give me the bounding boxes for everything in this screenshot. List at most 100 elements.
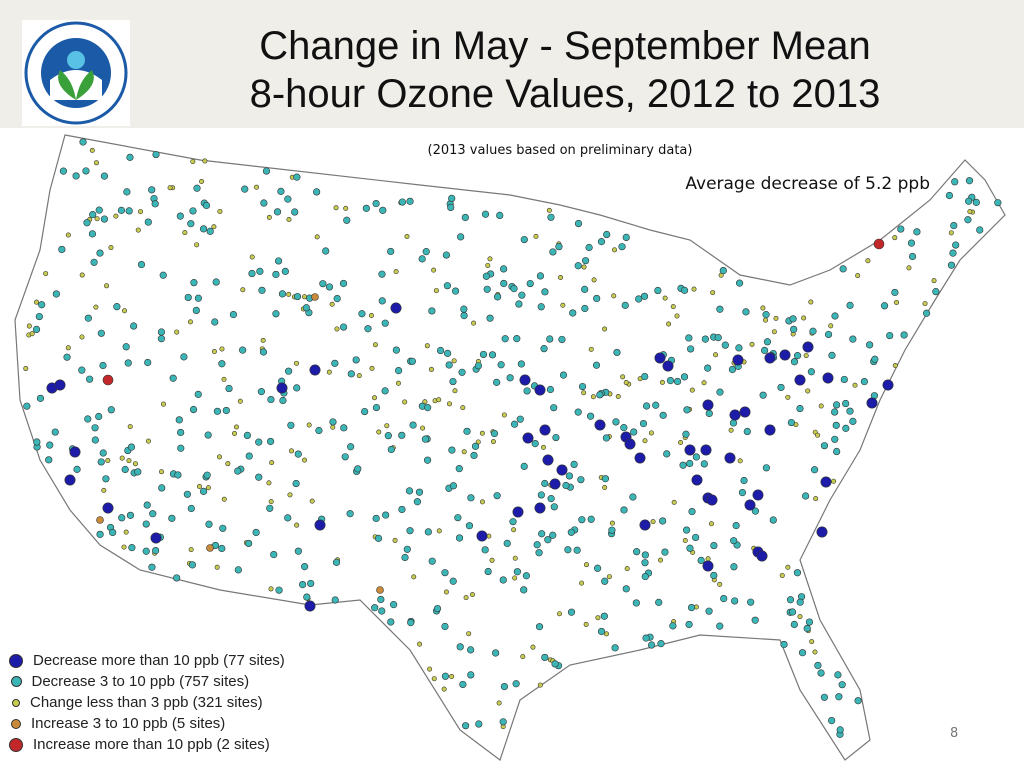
- site-dot: [720, 594, 728, 603]
- site-dot: [550, 404, 558, 412]
- site-dot: [485, 262, 491, 268]
- site-dot: [319, 280, 327, 288]
- site-dot: [624, 438, 636, 450]
- site-dot: [142, 547, 150, 555]
- site-dot: [537, 491, 545, 499]
- site-dot: [483, 285, 491, 293]
- site-dot: [362, 204, 370, 212]
- site-dot: [789, 315, 797, 323]
- title-line: 8-hour Ozone Values, 2012 to 2013: [249, 72, 881, 116]
- site-dot: [90, 258, 98, 266]
- site-dot: [661, 548, 669, 556]
- site-dot: [717, 581, 723, 587]
- site-dot: [728, 427, 734, 433]
- site-dot: [174, 471, 182, 479]
- site-dot: [547, 213, 555, 221]
- site-dot: [433, 288, 439, 294]
- site-dot: [565, 472, 574, 480]
- site-dot: [882, 379, 894, 391]
- site-dot: [595, 615, 601, 621]
- site-dot: [732, 354, 744, 366]
- site-dot: [88, 230, 97, 238]
- site-dot: [486, 314, 494, 322]
- site-dot: [849, 417, 857, 425]
- site-dot: [552, 433, 560, 442]
- site-dot: [680, 373, 689, 381]
- site-dot: [94, 216, 100, 222]
- site-dot: [91, 436, 99, 444]
- site-dot: [662, 360, 674, 372]
- site-dot: [330, 424, 336, 430]
- site-dot: [854, 697, 862, 705]
- site-dot: [517, 360, 525, 368]
- site-dot: [194, 390, 202, 398]
- site-dot: [624, 566, 630, 572]
- site-dot: [100, 215, 109, 223]
- site-dot: [558, 274, 564, 280]
- site-dot: [275, 586, 283, 594]
- site-dot: [79, 138, 87, 146]
- site-dot: [658, 557, 664, 563]
- site-dot: [947, 261, 956, 269]
- site-dot: [880, 302, 889, 310]
- site-dot: [842, 424, 850, 432]
- site-dot: [803, 624, 811, 633]
- site-dot: [629, 493, 637, 501]
- site-dot: [549, 248, 557, 256]
- site-dot: [866, 397, 878, 409]
- site-dots: [23, 138, 1002, 738]
- site-dot: [785, 394, 791, 400]
- site-dot: [394, 366, 403, 375]
- site-dot: [239, 346, 247, 354]
- site-dot: [762, 464, 770, 472]
- site-dot: [596, 391, 604, 399]
- site-dot: [684, 444, 696, 456]
- site-dot: [234, 467, 242, 475]
- site-dot: [456, 643, 464, 651]
- site-dot: [274, 257, 283, 265]
- site-dot: [199, 179, 205, 185]
- site-dot: [470, 451, 478, 460]
- site-dot: [113, 303, 121, 311]
- site-dot: [678, 439, 684, 445]
- site-dot: [89, 147, 95, 153]
- site-dot: [393, 269, 399, 275]
- site-dot: [705, 556, 711, 562]
- site-dot: [735, 279, 744, 287]
- site-dot: [152, 150, 160, 159]
- site-dot: [702, 399, 714, 411]
- site-dot: [105, 457, 111, 463]
- site-dot: [512, 575, 518, 581]
- site-dot: [705, 607, 713, 615]
- site-dot: [503, 539, 511, 547]
- site-dot: [206, 544, 214, 552]
- site-dot: [573, 546, 581, 554]
- site-dot: [45, 456, 53, 464]
- site-dot: [886, 331, 894, 340]
- site-dot: [451, 358, 457, 364]
- site-dot: [666, 321, 672, 327]
- site-dot: [541, 653, 549, 662]
- site-dot: [817, 669, 825, 677]
- site-dot: [148, 563, 156, 571]
- site-dot: [255, 438, 263, 446]
- site-dot: [52, 290, 60, 298]
- site-dot: [392, 537, 398, 543]
- site-dot: [871, 355, 879, 363]
- site-dot: [445, 361, 453, 369]
- site-dot: [670, 304, 676, 310]
- site-dot: [688, 507, 696, 516]
- site-dot: [206, 227, 214, 235]
- site-dot: [499, 718, 507, 726]
- site-dot: [739, 406, 751, 418]
- site-dot: [266, 214, 272, 220]
- site-dot: [284, 195, 292, 203]
- site-dot: [834, 671, 842, 679]
- site-dot: [621, 301, 629, 309]
- site-dot: [35, 312, 43, 321]
- site-dot: [374, 534, 383, 542]
- site-dot: [150, 532, 162, 544]
- site-dot: [650, 519, 656, 525]
- site-dot: [128, 544, 136, 552]
- site-dot: [738, 488, 747, 497]
